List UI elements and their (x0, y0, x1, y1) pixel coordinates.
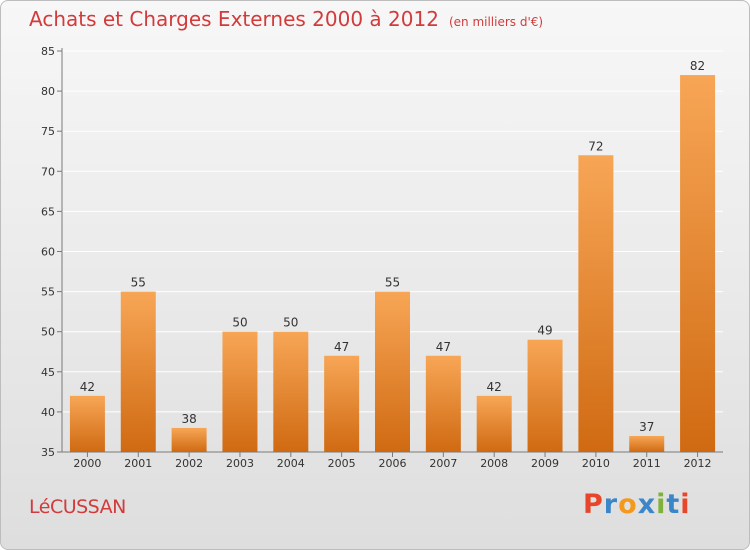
data-label: 50 (232, 316, 247, 330)
bar (680, 75, 716, 452)
data-label: 82 (690, 59, 705, 73)
bar (476, 395, 512, 452)
bar (578, 155, 614, 452)
data-label: 72 (588, 139, 603, 153)
y-tick-label: 85 (41, 45, 55, 58)
logo-letter: t (666, 489, 681, 520)
x-tick-label: 2012 (684, 457, 712, 470)
data-label: 49 (537, 324, 552, 338)
bar (425, 355, 461, 452)
bar (120, 291, 156, 452)
bar (69, 395, 105, 452)
y-tick-label: 70 (41, 165, 55, 178)
x-tick-label: 2011 (633, 457, 661, 470)
logo-letter: x (637, 489, 657, 520)
data-label: 42 (487, 380, 502, 394)
y-tick-label: 80 (41, 85, 55, 98)
y-tick-label: 75 (41, 125, 55, 138)
x-tick-label: 2006 (379, 457, 407, 470)
x-tick-label: 2007 (429, 457, 457, 470)
y-tick-label: 55 (41, 286, 55, 299)
data-label: 47 (334, 340, 349, 354)
chart-title: Achats et Charges Externes 2000 à 2012 (e… (29, 7, 543, 31)
bar (273, 331, 309, 452)
chart-unit: (en milliers d'€) (448, 15, 544, 29)
place-name: LéCUSSAN (29, 496, 126, 518)
bars (69, 75, 716, 452)
y-tick-label: 60 (41, 246, 55, 259)
logo-letter: P (583, 489, 604, 520)
data-label: 47 (436, 340, 451, 354)
labels: 35 40 45 50 55 60 65 70 75 80 85 2000 42 2001 55 2002 38… (41, 45, 712, 470)
data-label: 38 (181, 412, 196, 426)
bar (629, 435, 665, 452)
logo-letter: o (618, 489, 638, 520)
data-label: 55 (131, 276, 146, 290)
x-tick-label: 2000 (73, 457, 101, 470)
x-tick-label: 2003 (226, 457, 254, 470)
y-tick-label: 65 (41, 205, 55, 218)
y-tick-label: 50 (41, 326, 55, 339)
logo-letter: r (603, 489, 619, 520)
bar (527, 339, 563, 452)
x-tick-label: 2010 (582, 457, 610, 470)
x-tick-label: 2009 (531, 457, 559, 470)
bar (375, 291, 410, 452)
proxiti-logo: Proxiti (583, 489, 691, 520)
x-tick-label: 2001 (124, 457, 152, 470)
y-tick-label: 40 (41, 406, 55, 419)
x-tick-label: 2008 (480, 457, 508, 470)
data-label: 37 (639, 420, 654, 434)
logo-letter: i (680, 489, 691, 520)
x-tick-label: 2005 (328, 457, 356, 470)
data-label: 50 (283, 316, 298, 330)
chart-title-text: Achats et Charges Externes 2000 à 2012 (29, 7, 439, 31)
axes (57, 48, 723, 457)
bar (324, 355, 360, 452)
x-tick-label: 2004 (277, 457, 305, 470)
y-tick-label: 45 (41, 366, 55, 379)
data-label: 42 (80, 380, 95, 394)
logo-letter: i (656, 489, 667, 520)
x-tick-label: 2002 (175, 457, 203, 470)
data-label: 55 (385, 276, 400, 290)
bar (222, 331, 258, 452)
bar (171, 427, 207, 452)
y-tick-label: 35 (41, 446, 55, 459)
